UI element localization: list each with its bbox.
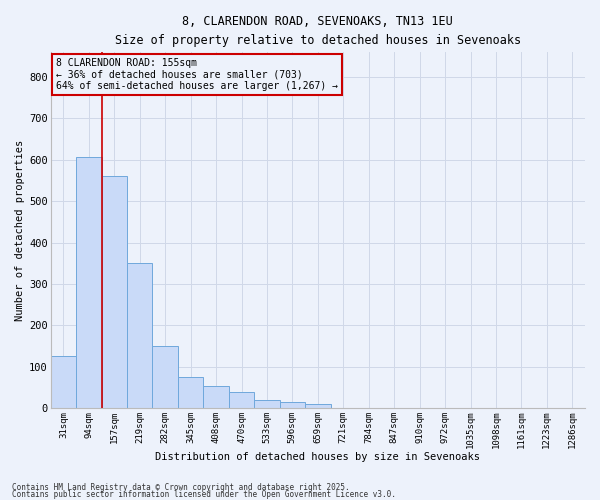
Text: 8 CLARENDON ROAD: 155sqm
← 36% of detached houses are smaller (703)
64% of semi-: 8 CLARENDON ROAD: 155sqm ← 36% of detach… (56, 58, 338, 91)
Bar (280, 402, 305, 408)
Bar (203, 386, 229, 408)
Bar (50, 356, 76, 408)
Bar (254, 400, 280, 408)
Text: Contains public sector information licensed under the Open Government Licence v3: Contains public sector information licen… (12, 490, 396, 499)
Bar (178, 377, 203, 408)
Bar (76, 156, 101, 408)
Y-axis label: Number of detached properties: Number of detached properties (15, 140, 25, 321)
Text: Contains HM Land Registry data © Crown copyright and database right 2025.: Contains HM Land Registry data © Crown c… (12, 484, 350, 492)
Title: 8, CLARENDON ROAD, SEVENOAKS, TN13 1EU
Size of property relative to detached hou: 8, CLARENDON ROAD, SEVENOAKS, TN13 1EU S… (115, 15, 521, 47)
Bar (305, 404, 331, 408)
Bar (229, 392, 254, 408)
Bar (101, 176, 127, 408)
Bar (152, 346, 178, 408)
X-axis label: Distribution of detached houses by size in Sevenoaks: Distribution of detached houses by size … (155, 452, 481, 462)
Bar (127, 263, 152, 408)
